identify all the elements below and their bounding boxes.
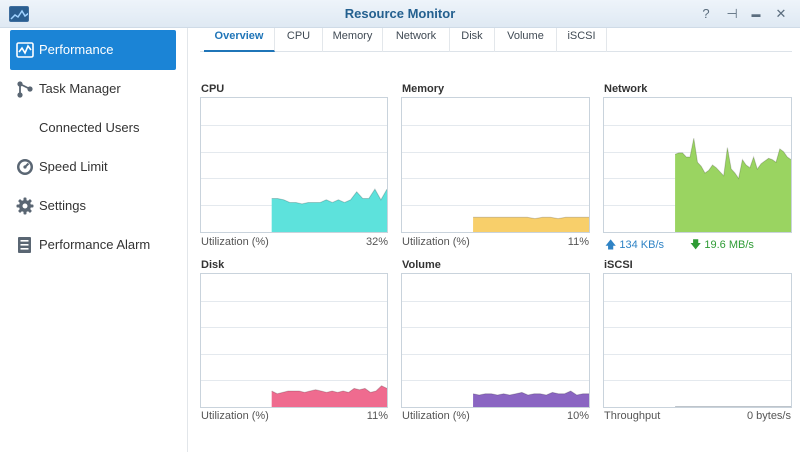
disk-footer-label: Utilization (%) — [201, 410, 269, 422]
network-area — [675, 138, 791, 232]
tab-volume[interactable]: Volume — [495, 28, 557, 52]
iscsi-graph-canvas — [604, 301, 791, 407]
volume-panel-title: Volume — [402, 259, 441, 271]
memory-graph[interactable] — [401, 97, 590, 233]
memory-utilization-value: 11% — [567, 236, 589, 248]
performance-icon — [16, 42, 34, 58]
memory-panel-title: Memory — [402, 83, 445, 95]
speed-limit-icon — [17, 159, 33, 175]
tab-disk[interactable]: Disk — [450, 28, 495, 52]
network-panel-title: Network — [604, 83, 648, 95]
sidebar-item-label: Speed Limit — [39, 159, 108, 174]
sidebar-item-performance-alarm[interactable]: Performance Alarm — [10, 225, 176, 265]
minimize-icon[interactable]: ▬ — [751, 9, 761, 19]
sidebar-item-label: Task Manager — [39, 81, 121, 96]
network-upload-value: 134 KB/s — [619, 239, 665, 251]
upload-arrow-icon: 🡅 — [605, 239, 617, 251]
tab-cpu[interactable]: CPU — [275, 28, 323, 52]
volume-graph[interactable] — [401, 273, 590, 408]
iscsi-panel-title: iSCSI — [604, 259, 633, 271]
disk-utilization-value: 11% — [366, 410, 388, 422]
close-icon[interactable]: ✕ — [775, 6, 787, 21]
disk-panel-title: Disk — [201, 259, 225, 271]
tab-overview[interactable]: Overview — [204, 28, 275, 52]
cpu-graph-canvas — [201, 125, 387, 232]
tab-bar: Overview CPU Memory Network Disk Volume … — [200, 28, 792, 52]
memory-graph-canvas — [402, 125, 589, 232]
network-download-value: 19.6 MB/s — [704, 239, 754, 251]
network-download: 🡇 19.6 MB/s — [690, 236, 754, 255]
sidebar-item-task-manager[interactable]: Task Manager — [10, 69, 176, 109]
pin-icon[interactable]: ⊣ — [726, 6, 738, 21]
disk-line — [271, 385, 387, 395]
network-line — [674, 138, 791, 180]
cpu-panel-title: CPU — [201, 83, 225, 95]
volume-utilization-value: 10% — [566, 410, 589, 422]
memory-footer-label: Utilization (%) — [402, 236, 470, 248]
sidebar-item-settings[interactable]: Settings — [10, 186, 176, 226]
sidebar-item-label: Settings — [39, 198, 86, 213]
network-graph-canvas — [604, 125, 791, 232]
volume-graph-canvas — [402, 301, 589, 407]
volume-footer-label: Utilization (%) — [402, 410, 470, 422]
network-upload: 🡅 134 KB/s — [605, 236, 664, 255]
memory-line — [473, 216, 589, 220]
sidebar-item-label: Performance Alarm — [39, 237, 151, 252]
memory-area — [473, 217, 589, 232]
tab-memory[interactable]: Memory — [323, 28, 383, 52]
volume-line — [472, 390, 589, 396]
download-arrow-icon: 🡇 — [690, 239, 702, 251]
iscsi-graph[interactable] — [603, 273, 792, 408]
disk-area — [271, 385, 387, 407]
window-title: Resource Monitor — [344, 6, 456, 21]
sidebar-item-performance[interactable]: Performance — [10, 30, 176, 70]
disk-graph[interactable] — [200, 273, 388, 408]
gear-icon — [16, 197, 34, 215]
tab-iscsi[interactable]: iSCSI — [557, 28, 607, 52]
cpu-area — [271, 189, 387, 232]
cpu-footer-label: Utilization (%) — [201, 236, 269, 248]
resource-monitor-app-icon — [9, 6, 29, 22]
tab-network[interactable]: Network — [383, 28, 450, 52]
help-icon[interactable]: ? — [702, 6, 710, 21]
sidebar-item-label: Performance — [39, 42, 114, 57]
sidebar: Performance Task Manager Connected Users… — [0, 28, 188, 452]
iscsi-footer-label: Throughput — [604, 410, 661, 422]
cpu-line — [271, 188, 387, 205]
sidebar-item-connected-users[interactable]: Connected Users — [10, 108, 176, 148]
task-manager-icon — [17, 81, 33, 98]
volume-area — [473, 391, 589, 407]
iscsi-throughput-value: 0 bytes/s — [746, 410, 791, 422]
cpu-utilization-value: 32% — [365, 236, 388, 248]
title-bar: Resource Monitor ? ⊣ ▬ ✕ — [0, 0, 800, 28]
sidebar-item-label: Connected Users — [39, 120, 140, 135]
alarm-list-icon — [18, 237, 31, 253]
sidebar-item-speed-limit[interactable]: Speed Limit — [10, 147, 176, 187]
cpu-graph[interactable] — [200, 97, 388, 233]
disk-graph-canvas — [201, 301, 387, 407]
network-graph[interactable] — [603, 97, 792, 233]
